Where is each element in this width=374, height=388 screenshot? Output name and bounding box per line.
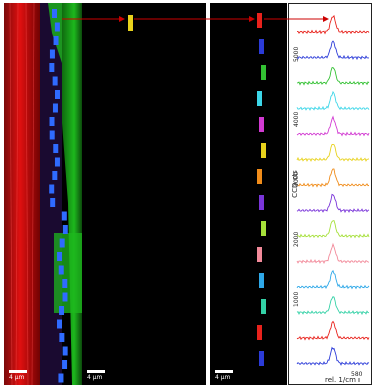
colored-marker bbox=[259, 195, 264, 210]
x-tick-label: 580 bbox=[351, 371, 363, 378]
spectrum-line bbox=[296, 296, 370, 316]
blue-marker bbox=[49, 184, 55, 194]
blue-marker bbox=[52, 76, 58, 86]
single-marker-image bbox=[128, 15, 133, 31]
blue-marker bbox=[54, 157, 60, 167]
y-tick-label: 3000 bbox=[293, 172, 300, 187]
colored-marker bbox=[261, 221, 266, 236]
blue-marker bbox=[49, 49, 55, 59]
colored-marker bbox=[259, 117, 264, 132]
stacked-spectra-plot: 1000 2000 3000 4000 5000 580 bbox=[293, 14, 370, 382]
spectrum-line bbox=[296, 143, 370, 162]
blue-marker bbox=[53, 36, 59, 45]
blue-marker bbox=[59, 306, 65, 315]
blue-marker bbox=[52, 103, 58, 113]
scale-bar-b: 4 µm bbox=[87, 370, 105, 381]
blue-marker bbox=[52, 171, 58, 180]
colored-marker bbox=[259, 351, 264, 366]
colored-marker bbox=[259, 39, 264, 54]
colored-marker-column bbox=[257, 13, 266, 366]
blue-marker-column bbox=[49, 9, 68, 383]
spectrum-line bbox=[296, 168, 370, 188]
blue-marker bbox=[58, 265, 64, 275]
blue-marker bbox=[57, 252, 63, 261]
spectra-panel: 1000 2000 3000 4000 5000 580 CCD cts rel. 1/… bbox=[288, 3, 372, 385]
blue-marker bbox=[62, 346, 68, 356]
blue-marker bbox=[57, 319, 63, 329]
blue-marker bbox=[52, 9, 57, 18]
blue-marker bbox=[62, 279, 68, 288]
blue-marker bbox=[62, 225, 68, 234]
colored-marker bbox=[257, 247, 262, 262]
spectrum-line bbox=[296, 320, 370, 341]
y-axis-label: CCD cts bbox=[290, 170, 299, 198]
single-marker-panel: 4 µm bbox=[82, 3, 206, 385]
red-channel-region bbox=[4, 3, 44, 385]
colored-marker bbox=[257, 91, 262, 106]
blue-marker bbox=[62, 360, 68, 369]
colored-marker bbox=[257, 169, 262, 184]
x-axis-label: rel. 1/cm bbox=[325, 376, 356, 384]
blue-marker bbox=[59, 333, 65, 342]
blue-marker bbox=[54, 22, 60, 32]
colored-marker bbox=[257, 325, 262, 340]
colored-marker-panel: 4 µm bbox=[210, 3, 287, 385]
y-tick-label: 2000 bbox=[293, 232, 300, 247]
blue-marker bbox=[50, 198, 56, 207]
green-channel-region bbox=[62, 3, 82, 385]
spectrum-line bbox=[297, 14, 370, 35]
colored-marker bbox=[261, 143, 266, 158]
spectrum-line bbox=[296, 242, 370, 264]
fluorescence-image-panel: 4 µm bbox=[4, 3, 82, 385]
spectrum-line bbox=[296, 220, 370, 239]
y-tick-label: 5000 bbox=[293, 47, 300, 62]
colored-marker bbox=[259, 273, 264, 288]
spectrum-line bbox=[296, 346, 370, 366]
blue-marker bbox=[49, 117, 55, 126]
scale-bar-c: 4 µm bbox=[215, 370, 233, 381]
y-tick-label: 1000 bbox=[293, 292, 300, 307]
colored-marker bbox=[257, 13, 262, 28]
colored-marker bbox=[261, 299, 266, 314]
blue-marker bbox=[59, 238, 65, 248]
fluorescence-image bbox=[4, 3, 82, 385]
colored-marker bbox=[261, 65, 266, 80]
blue-marker bbox=[62, 292, 68, 302]
scale-bar-a: 4 µm bbox=[9, 370, 27, 381]
blue-marker bbox=[49, 63, 55, 72]
y-tick-label: 4000 bbox=[293, 112, 300, 127]
colored-marker-image bbox=[257, 13, 266, 366]
yellow-marker bbox=[128, 15, 133, 31]
blue-marker bbox=[61, 211, 67, 221]
spectrum-line bbox=[296, 269, 370, 290]
blue-marker bbox=[54, 90, 60, 99]
blue-marker bbox=[58, 373, 64, 383]
spectrum-line bbox=[296, 40, 369, 61]
spectrum-line bbox=[296, 193, 370, 214]
spectrum-line bbox=[296, 115, 370, 137]
spectrum-line bbox=[296, 90, 370, 111]
blue-marker bbox=[49, 130, 55, 140]
blue-marker bbox=[53, 144, 59, 153]
spectrum-line bbox=[296, 67, 370, 86]
